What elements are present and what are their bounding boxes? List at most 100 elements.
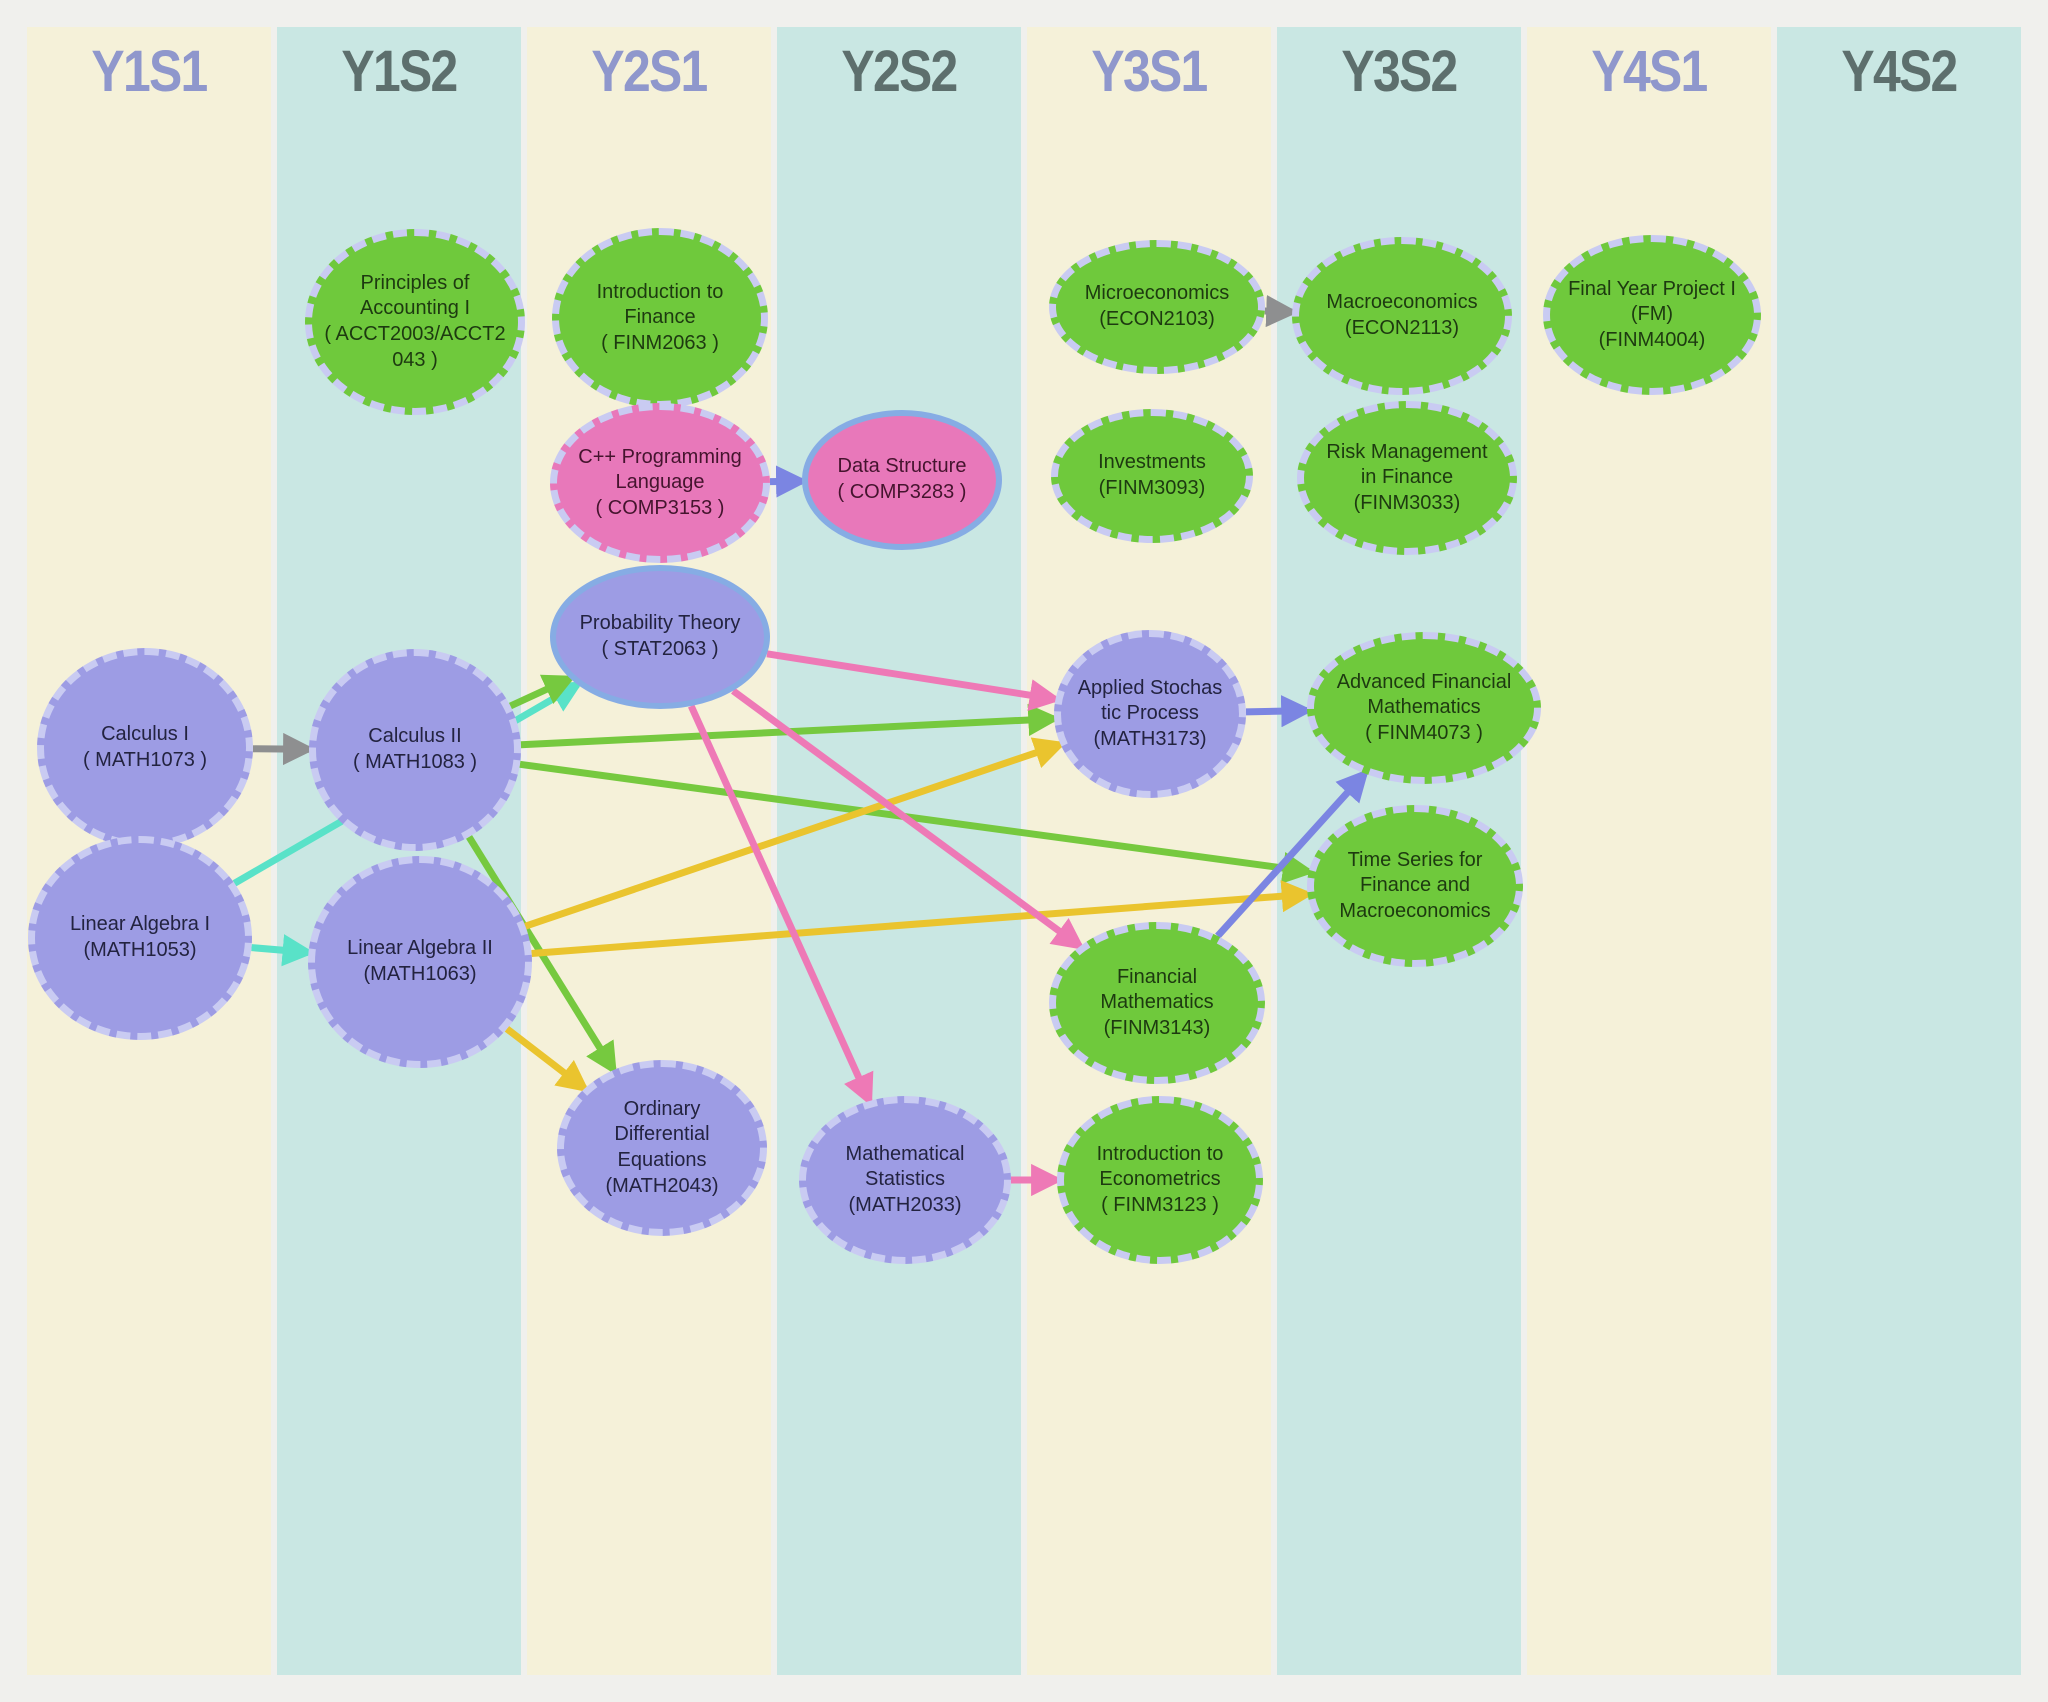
node-label-line: Probability Theory — [579, 612, 741, 635]
node-label-linear-algebra-1: Linear Algebra I (MATH1053) — [60, 912, 220, 963]
node-label-line: Microeconomics — [1084, 282, 1230, 305]
node-label-line: Advanced Financial — [1336, 670, 1512, 693]
node-label-line: Calculus II — [368, 725, 462, 748]
node-time-series: Time Series for Finance and Macroeconomics — [1307, 805, 1523, 967]
node-label-line: Applied Stochas — [1077, 676, 1223, 699]
column-header-y1s2: Y1S2 — [341, 39, 458, 104]
node-label-line: Macroeconomics — [1326, 291, 1478, 314]
column-header-y3s1: Y3S1 — [1091, 39, 1208, 104]
node-macroeconomics: Macroeconomics (ECON2113) — [1292, 237, 1512, 395]
node-label-line: (MATH1063) — [363, 963, 477, 985]
node-label-final-year-project: Final Year Project I (FM) (FINM4004) — [1558, 277, 1746, 354]
node-label-line: Calculus I — [101, 723, 189, 746]
edge-probability-theory-to-applied-stochastic-process — [766, 650, 1062, 712]
node-label-line: (FM) — [1630, 303, 1674, 326]
edge-calculus-2-to-probability-theory — [508, 674, 576, 710]
column-header-y3s2: Y3S2 — [1341, 39, 1458, 104]
node-label-line: ( FINM3123 ) — [1101, 1193, 1219, 1216]
node-label-applied-stochastic-process: Applied Stochas tic Process (MATH3173) — [1068, 676, 1233, 753]
node-linear-algebra-2: Linear Algebra II (MATH1063) — [308, 856, 532, 1068]
node-label-line: Risk Management — [1326, 440, 1488, 463]
node-mathematical-statistics: Mathematical Statistics (MATH2033) — [799, 1096, 1011, 1264]
node-label-calculus-2: Calculus II ( MATH1083 ) — [343, 724, 487, 775]
node-label-line: Linear Algebra II — [347, 937, 493, 960]
node-label-line: (MATH2033) — [848, 1193, 962, 1216]
node-intro-finance: Introduction to Finance( FINM2063 ) — [552, 228, 768, 408]
node-label-line: Principles of — [360, 271, 470, 294]
node-label-line: (MATH2043) — [605, 1174, 719, 1197]
node-label-line: ( FINM4073 ) — [1365, 721, 1483, 744]
node-label-line: 043 ) — [392, 348, 438, 371]
node-label-mathematical-statistics: Mathematical Statistics (MATH2033) — [836, 1142, 975, 1219]
node-label-line: Introduction to — [1096, 1142, 1224, 1165]
column-header-y4s2: Y4S2 — [1841, 39, 1958, 104]
edge-financial-mathematics-to-advanced-financial-mathematics — [1215, 768, 1369, 939]
edge-probability-theory-to-financial-mathematics — [731, 687, 1085, 951]
edge-linear-algebra-2-to-time-series — [531, 880, 1314, 957]
node-label-line: Investments — [1098, 451, 1206, 474]
node-label-line: (MATH1053) — [83, 939, 197, 961]
edge-linear-algebra-1-to-linear-algebra-2 — [251, 934, 315, 967]
node-label-line: (ECON2113) — [1344, 317, 1460, 339]
column-header-y4s1: Y4S1 — [1591, 39, 1708, 104]
node-label-cpp-programming: C++ Programming Language( COMP3153 ) — [568, 445, 751, 522]
node-label-line: ( ACCT2003/ACCT2 — [324, 323, 506, 345]
node-label-line: in Finance — [1360, 466, 1454, 489]
node-label-calculus-1: Calculus I ( MATH1073 ) — [73, 722, 217, 773]
node-label-advanced-financial-mathematics: Advanced Financial Mathematics( FINM4073 … — [1327, 670, 1522, 747]
edge-linear-algebra-2-to-ode — [504, 1026, 590, 1093]
node-label-line: Finance — [624, 306, 696, 329]
node-label-line: (MATH3173) — [1093, 727, 1207, 750]
node-label-line: Differential — [614, 1123, 710, 1146]
column-header-y2s2: Y2S2 — [841, 39, 958, 104]
node-label-data-structure: Data Structure ( COMP3283 ) — [828, 454, 977, 505]
node-calculus-1: Calculus I ( MATH1073 ) — [37, 648, 253, 848]
node-label-line: Mathematics — [1367, 696, 1481, 719]
node-label-line: Macroeconomics — [1339, 899, 1491, 922]
node-investments: Investments (FINM3093) — [1051, 409, 1253, 543]
node-label-line: Time Series for — [1347, 848, 1483, 871]
node-label-time-series: Time Series for Finance and Macroeconomics — [1329, 848, 1500, 925]
node-label-macroeconomics: Macroeconomics (ECON2113) — [1316, 290, 1487, 341]
node-label-principles-accounting: Principles of Accounting I ( ACCT2003/ACCT… — [314, 271, 515, 373]
node-label-line: ( MATH1073 ) — [82, 749, 208, 771]
node-label-risk-management: Risk Management in Finance (FINM3033) — [1316, 440, 1497, 517]
node-microeconomics: Microeconomics (ECON2103) — [1049, 240, 1265, 374]
node-cpp-programming: C++ Programming Language( COMP3153 ) — [550, 403, 770, 563]
node-label-financial-mathematics: Financial Mathematics (FINM3143) — [1090, 965, 1223, 1042]
node-label-line: ( COMP3153 ) — [595, 496, 725, 519]
node-label-line: ( COMP3283 ) — [837, 481, 967, 503]
node-label-investments: Investments (FINM3093) — [1088, 450, 1216, 501]
node-label-ode: Ordinary Differential Equations (MATH2043) — [596, 1097, 729, 1199]
node-label-line: tic Process — [1101, 702, 1199, 725]
column-y2s2: Y2S2 — [777, 27, 1021, 1675]
node-label-line: Final Year Project I — [1568, 277, 1736, 300]
node-probability-theory: Probability Theory ( STAT2063 ) — [550, 565, 770, 709]
node-label-intro-finance: Introduction to Finance( FINM2063 ) — [587, 280, 734, 357]
node-label-line: ( FINM2063 ) — [601, 331, 719, 354]
edge-applied-stochastic-process-to-advanced-financial-mathematics — [1245, 695, 1314, 728]
node-calculus-2: Calculus II ( MATH1083 ) — [309, 649, 521, 851]
node-intro-econometrics: Introduction to Econometrics( FINM3123 ) — [1057, 1096, 1263, 1264]
edge-linear-algebra-2-to-applied-stochastic-process — [524, 737, 1067, 930]
node-label-line: (FINM3143) — [1103, 1016, 1211, 1039]
node-label-line: (FINM3093) — [1098, 477, 1206, 499]
node-applied-stochastic-process: Applied Stochas tic Process (MATH3173) — [1054, 630, 1246, 798]
node-financial-mathematics: Financial Mathematics (FINM3143) — [1049, 922, 1265, 1084]
node-label-line: Language — [615, 471, 705, 494]
node-label-line: Mathematics — [1100, 991, 1214, 1014]
node-label-line: Statistics — [864, 1168, 946, 1191]
node-label-line: Finance and — [1359, 874, 1471, 897]
node-advanced-financial-mathematics: Advanced Financial Mathematics( FINM4073 … — [1307, 632, 1541, 784]
node-label-line: Linear Algebra I — [69, 913, 211, 936]
node-risk-management: Risk Management in Finance (FINM3033) — [1297, 401, 1517, 555]
node-label-microeconomics: Microeconomics (ECON2103) — [1075, 281, 1239, 332]
node-label-line: (ECON2103) — [1099, 308, 1215, 330]
node-label-linear-algebra-2: Linear Algebra II (MATH1063) — [337, 936, 503, 987]
node-label-line: Accounting I — [359, 297, 471, 320]
node-principles-accounting: Principles of Accounting I ( ACCT2003/ACCT… — [305, 229, 525, 415]
column-header-y1s1: Y1S1 — [91, 39, 208, 104]
node-label-line: Econometrics — [1099, 1168, 1221, 1191]
edge-probability-theory-to-mathematical-statistics — [688, 704, 874, 1107]
